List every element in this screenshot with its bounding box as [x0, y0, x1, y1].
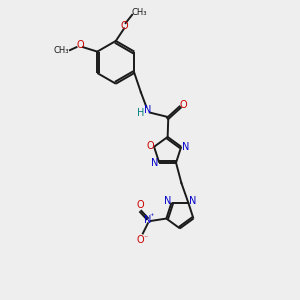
Text: N: N [144, 105, 151, 115]
Text: N: N [189, 196, 196, 206]
Text: ⁻: ⁻ [143, 234, 148, 243]
Text: N: N [182, 142, 189, 152]
Text: O: O [136, 200, 144, 211]
Text: O: O [179, 100, 187, 110]
Text: O: O [136, 235, 144, 245]
Text: CH₃: CH₃ [53, 46, 69, 55]
Text: N: N [151, 158, 158, 168]
Text: N: N [164, 196, 171, 206]
Text: O: O [147, 141, 154, 151]
Text: H: H [136, 108, 144, 118]
Text: CH₃: CH₃ [132, 8, 147, 17]
Text: O: O [76, 40, 84, 50]
Text: N: N [144, 215, 152, 225]
Text: O: O [121, 21, 128, 31]
Text: ⁺: ⁺ [150, 212, 154, 221]
